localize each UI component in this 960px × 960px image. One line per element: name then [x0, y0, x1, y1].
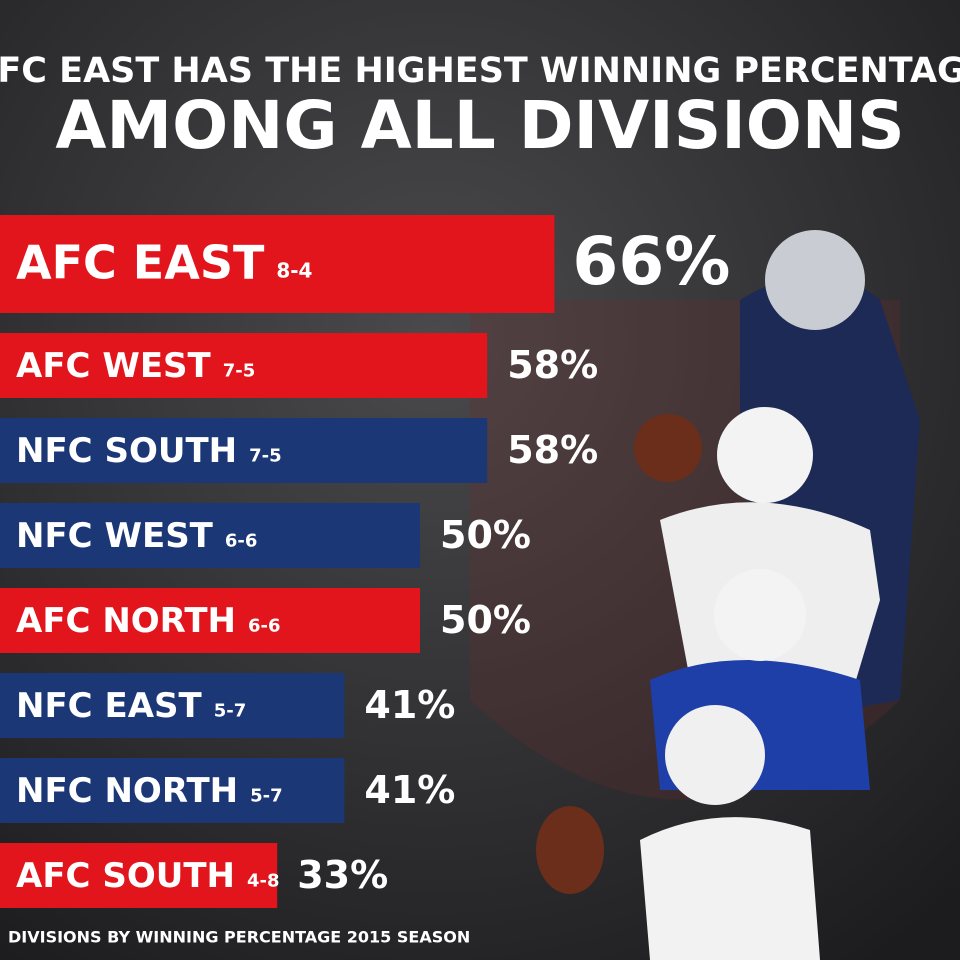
value-label: 66% — [572, 223, 730, 300]
chart-subtitle: AMONG ALL DIVISIONS — [55, 87, 904, 164]
record-label: 5-7 — [250, 786, 283, 807]
record-label: 6-6 — [225, 531, 258, 552]
bar — [0, 758, 345, 823]
players-illustration — [536, 230, 920, 960]
value-label: 33% — [297, 853, 388, 897]
value-label: 50% — [440, 598, 531, 642]
category-label: NFC WEST — [16, 516, 214, 556]
category-label: NFC EAST — [16, 686, 202, 726]
value-label: 50% — [440, 513, 531, 557]
category-label: AFC EAST — [16, 236, 265, 290]
record-label: 5-7 — [214, 701, 247, 722]
bar — [0, 588, 420, 653]
bar — [0, 503, 420, 568]
bar — [0, 843, 278, 908]
bar — [0, 333, 488, 398]
category-label: NFC NORTH — [16, 771, 238, 811]
record-label: 6-6 — [248, 616, 281, 637]
record-label: 8-4 — [276, 259, 312, 283]
value-label: 41% — [364, 768, 455, 812]
record-label: 7-5 — [249, 446, 282, 467]
bar — [0, 673, 345, 738]
value-label: 41% — [364, 683, 455, 727]
chart-title: AFC EAST HAS THE HIGHEST WINNING PERCENT… — [0, 51, 960, 91]
bar — [0, 418, 488, 483]
value-label: 58% — [507, 428, 598, 472]
category-label: AFC WEST — [16, 346, 212, 386]
footnote: DIVISIONS BY WINNING PERCENTAGE 2015 SEA… — [8, 928, 470, 947]
value-label: 58% — [507, 343, 598, 387]
record-label: 4-8 — [247, 871, 280, 892]
category-label: AFC SOUTH — [16, 856, 235, 896]
bar — [0, 215, 555, 313]
category-label: NFC SOUTH — [16, 431, 237, 471]
record-label: 7-5 — [223, 361, 256, 382]
category-label: AFC NORTH — [16, 601, 236, 641]
